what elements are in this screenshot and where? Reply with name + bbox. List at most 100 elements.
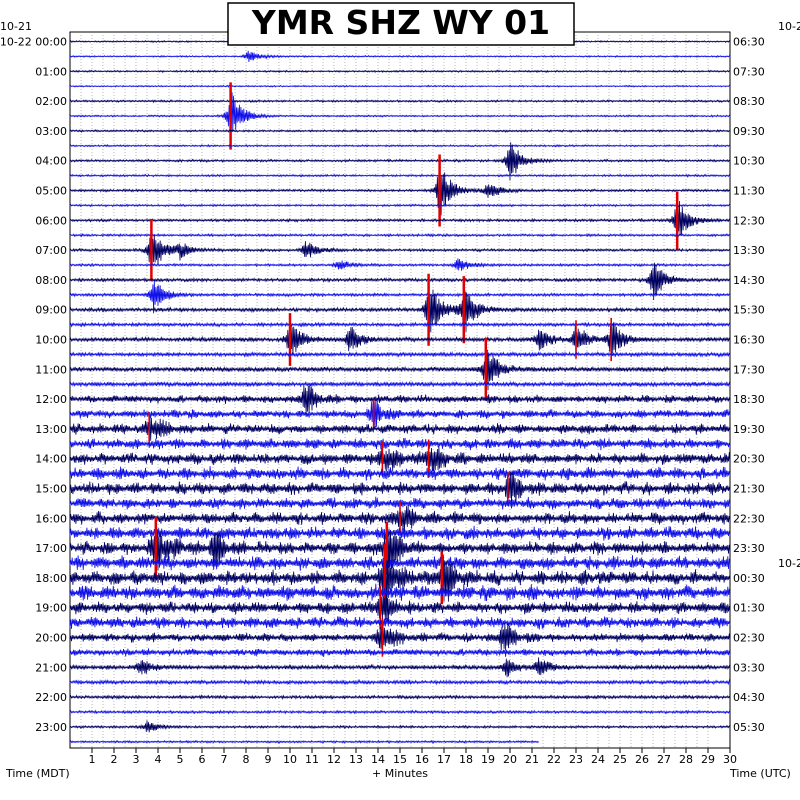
left-hour-label: 03:00 <box>35 125 67 138</box>
right-hour-label: 18:30 <box>733 393 765 406</box>
trace-row <box>69 525 731 542</box>
left-hour-label: 05:00 <box>35 185 67 198</box>
right-hour-label: 01:30 <box>733 602 765 615</box>
left-hour-label: 21:00 <box>35 661 67 674</box>
right-hour-label: 08:30 <box>733 95 765 108</box>
trace-row <box>69 437 731 451</box>
left-hour-label: 22:00 <box>35 691 67 704</box>
trace-row <box>69 92 731 133</box>
right-hour-label: 14:30 <box>733 274 765 287</box>
x-axis-ticks: 1 2 3 4 5 6 7 8 9 10 11 12 13 14 15 16 17 18 19 20 21 22 23 24 2… <box>89 748 737 766</box>
x-tick-label: 4 <box>155 753 162 766</box>
right-hour-label: 19:30 <box>733 423 765 436</box>
trace-row <box>69 709 731 715</box>
trace-row <box>69 471 731 505</box>
left-hour-label: 01:00 <box>35 65 67 78</box>
right-hour-label: 15:30 <box>733 304 765 317</box>
trace-row <box>69 616 731 630</box>
trace-row <box>69 262 731 301</box>
left-hour-label: 17:00 <box>35 542 67 555</box>
trace-row <box>69 128 731 134</box>
x-tick-label: 6 <box>199 753 206 766</box>
trace-row <box>69 555 731 571</box>
x-tick-label: 9 <box>265 753 272 766</box>
trace-row <box>69 232 731 238</box>
x-tick-label: 28 <box>679 753 693 766</box>
title-box <box>227 2 575 46</box>
trace-row <box>69 200 731 235</box>
x-tick-label: 3 <box>133 753 140 766</box>
right-hour-label: 03:30 <box>733 661 765 674</box>
right-top-date: 10-2 <box>778 20 800 33</box>
x-tick-label: 25 <box>613 753 627 766</box>
left-hour-label: 13:00 <box>35 423 67 436</box>
right-hour-label: 17:30 <box>733 363 765 376</box>
right-hour-label: 12:30 <box>733 214 765 227</box>
trace-row <box>69 446 731 472</box>
trace-row <box>69 171 731 220</box>
x-tick-label: 20 <box>503 753 517 766</box>
right-hour-label: 13:30 <box>733 244 765 257</box>
left-axis-label: Time (MDT) <box>5 767 70 780</box>
trace-row <box>69 350 731 358</box>
x-tick-label: 22 <box>547 753 561 766</box>
trace-row <box>69 720 731 733</box>
right-hour-label: 07:30 <box>733 65 765 78</box>
trace-row <box>69 466 731 481</box>
x-tick-label: 24 <box>591 753 605 766</box>
left-hour-label: 20:00 <box>35 632 67 645</box>
x-tick-label: 10 <box>283 753 297 766</box>
chart-title: YMR SHZ WY 01 <box>251 3 550 42</box>
left-hour-label: 02:00 <box>35 95 67 108</box>
right-hour-label: 11:30 <box>733 185 765 198</box>
trace-row <box>69 322 731 363</box>
x-tick-label: 23 <box>569 753 583 766</box>
left-hour-label: 07:00 <box>35 244 67 257</box>
right-hour-label: 06:30 <box>733 36 765 49</box>
trace-row <box>69 739 539 744</box>
trace-row <box>69 648 731 657</box>
trace-row <box>69 398 731 433</box>
left-hour-label: 04:00 <box>35 155 67 168</box>
x-tick-label: 29 <box>701 753 715 766</box>
trace-row <box>69 385 731 415</box>
trace-row <box>69 694 731 701</box>
trace-row <box>69 235 731 267</box>
left-hour-label: 08:00 <box>35 274 67 287</box>
x-tick-label: 8 <box>243 753 250 766</box>
left-hour-label: 12:00 <box>35 393 67 406</box>
trace-row <box>69 142 731 181</box>
trace-group <box>69 39 731 744</box>
x-tick-label: 27 <box>657 753 671 766</box>
trace-row <box>69 657 731 678</box>
trace-row <box>69 622 731 653</box>
trace-row <box>69 678 731 686</box>
trace-row <box>69 50 731 63</box>
left-hour-label: 16:00 <box>35 512 67 525</box>
trace-row <box>69 593 731 623</box>
left-hour-label: 23:00 <box>35 721 67 734</box>
grid <box>80 32 709 748</box>
right-hour-label: 23:30 <box>733 542 765 555</box>
x-tick-label: 7 <box>221 753 228 766</box>
trace-row <box>69 143 731 148</box>
x-tick-label: 19 <box>481 753 495 766</box>
trace-row <box>69 282 731 333</box>
left-hour-label: 10-22 00:00 <box>0 36 67 49</box>
right-hour-label: 16:30 <box>733 334 765 347</box>
trace-row <box>69 380 731 388</box>
trace-row <box>69 69 731 74</box>
x-tick-label: 5 <box>177 753 184 766</box>
trace-row <box>69 321 731 328</box>
x-tick-label: 2 <box>111 753 118 766</box>
right-hour-label: 05:30 <box>733 721 765 734</box>
trace-row <box>69 528 731 577</box>
right-axis-label: Time (UTC) <box>729 767 791 780</box>
right-hour-label: 09:30 <box>733 125 765 138</box>
trace-row <box>69 203 731 208</box>
x-tick-label: 15 <box>393 753 407 766</box>
left-hour-label: 06:00 <box>35 214 67 227</box>
right-mid-date: 10-2 <box>778 557 800 570</box>
right-hour-label: 00:30 <box>733 572 765 585</box>
